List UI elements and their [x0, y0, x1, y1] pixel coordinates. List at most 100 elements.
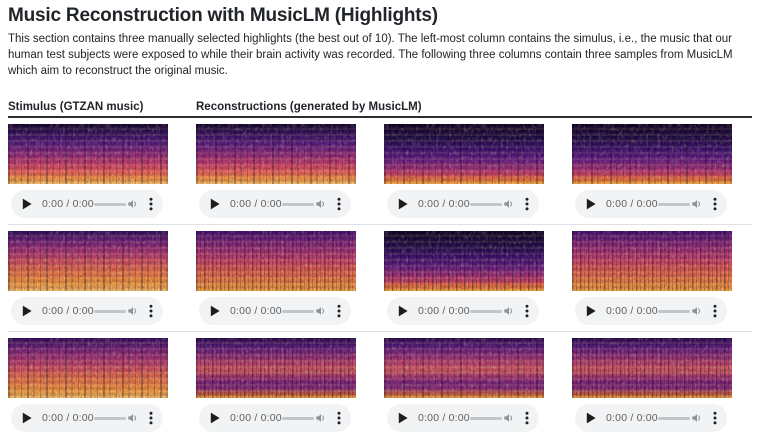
column-header-stimulus: Stimulus (GTZAN music) — [8, 101, 144, 113]
time-display: 0:00 / 0:00 — [42, 412, 94, 424]
page-description: This section contains three manually sel… — [8, 33, 733, 77]
seek-bar[interactable] — [93, 202, 126, 206]
volume-icon[interactable] — [314, 411, 328, 425]
audio-player[interactable]: 0:00 / 0:00 — [11, 404, 163, 432]
play-icon[interactable] — [22, 305, 32, 317]
seek-bar[interactable] — [469, 309, 502, 313]
play-icon[interactable] — [398, 412, 408, 424]
volume-icon[interactable] — [314, 197, 328, 211]
spectrogram-image — [196, 124, 356, 184]
spectrogram-image — [8, 231, 168, 291]
three-dot-menu-icon[interactable] — [713, 304, 717, 318]
three-dot-menu-icon[interactable] — [525, 304, 529, 318]
cell-r3-stimulus: 0:00 / 0:00 — [8, 338, 196, 432]
volume-icon[interactable] — [126, 197, 140, 211]
spectrogram-image — [572, 231, 732, 291]
three-dot-menu-icon[interactable] — [713, 197, 717, 211]
spectrogram-image — [572, 124, 732, 184]
seek-bar[interactable] — [281, 309, 314, 313]
seek-bar[interactable] — [281, 416, 314, 420]
three-dot-menu-icon[interactable] — [337, 197, 341, 211]
cell-r3-reconstruction-2: 0:00 / 0:00 — [384, 338, 572, 432]
time-display: 0:00 / 0:00 — [418, 305, 470, 317]
spectrogram-image — [572, 338, 732, 398]
volume-icon[interactable] — [502, 304, 516, 318]
seek-bar[interactable] — [657, 416, 690, 420]
cell-r3-reconstruction-1: 0:00 / 0:00 — [196, 338, 384, 432]
three-dot-menu-icon[interactable] — [149, 411, 153, 425]
cell-r2-stimulus: 0:00 / 0:00 — [8, 231, 196, 325]
table-row: 0:00 / 0:00 0:00 / 0:00 — [8, 118, 752, 225]
play-icon[interactable] — [210, 198, 220, 210]
seek-bar[interactable] — [657, 309, 690, 313]
play-icon[interactable] — [210, 412, 220, 424]
audio-player[interactable]: 0:00 / 0:00 — [199, 404, 351, 432]
seek-bar[interactable] — [469, 416, 502, 420]
audio-player[interactable]: 0:00 / 0:00 — [575, 404, 727, 432]
play-icon[interactable] — [398, 305, 408, 317]
table-header-row: Stimulus (GTZAN music) Reconstructions (… — [8, 101, 752, 118]
audio-player[interactable]: 0:00 / 0:00 — [199, 297, 351, 325]
time-display: 0:00 / 0:00 — [230, 198, 282, 210]
time-display: 0:00 / 0:00 — [606, 198, 658, 210]
time-display: 0:00 / 0:00 — [42, 305, 94, 317]
time-display: 0:00 / 0:00 — [606, 305, 658, 317]
three-dot-menu-icon[interactable] — [713, 411, 717, 425]
three-dot-menu-icon[interactable] — [525, 197, 529, 211]
audio-player[interactable]: 0:00 / 0:00 — [387, 190, 539, 218]
cell-r2-reconstruction-1: 0:00 / 0:00 — [196, 231, 384, 325]
table-row: 0:00 / 0:00 0:00 / 0:00 — [8, 225, 752, 332]
play-icon[interactable] — [586, 198, 596, 210]
results-table: Stimulus (GTZAN music) Reconstructions (… — [8, 101, 752, 438]
time-display: 0:00 / 0:00 — [230, 305, 282, 317]
time-display: 0:00 / 0:00 — [42, 198, 94, 210]
play-icon[interactable] — [586, 305, 596, 317]
volume-icon[interactable] — [126, 411, 140, 425]
audio-player[interactable]: 0:00 / 0:00 — [387, 297, 539, 325]
volume-icon[interactable] — [690, 411, 704, 425]
table-row: 0:00 / 0:00 0:00 / 0:00 — [8, 332, 752, 438]
volume-icon[interactable] — [314, 304, 328, 318]
three-dot-menu-icon[interactable] — [149, 304, 153, 318]
spectrogram-image — [8, 338, 168, 398]
audio-player[interactable]: 0:00 / 0:00 — [575, 190, 727, 218]
spectrogram-image — [384, 338, 544, 398]
volume-icon[interactable] — [126, 304, 140, 318]
volume-icon[interactable] — [502, 411, 516, 425]
seek-bar[interactable] — [469, 202, 502, 206]
time-display: 0:00 / 0:00 — [230, 412, 282, 424]
audio-player[interactable]: 0:00 / 0:00 — [575, 297, 727, 325]
audio-player[interactable]: 0:00 / 0:00 — [11, 190, 163, 218]
seek-bar[interactable] — [93, 416, 126, 420]
three-dot-menu-icon[interactable] — [337, 411, 341, 425]
time-display: 0:00 / 0:00 — [606, 412, 658, 424]
seek-bar[interactable] — [93, 309, 126, 313]
cell-r1-reconstruction-2: 0:00 / 0:00 — [384, 124, 572, 218]
column-header-reconstructions: Reconstructions (generated by MusicLM) — [196, 101, 422, 113]
audio-player[interactable]: 0:00 / 0:00 — [387, 404, 539, 432]
audio-player[interactable]: 0:00 / 0:00 — [11, 297, 163, 325]
time-display: 0:00 / 0:00 — [418, 412, 470, 424]
time-display: 0:00 / 0:00 — [418, 198, 470, 210]
three-dot-menu-icon[interactable] — [337, 304, 341, 318]
cell-r2-reconstruction-3: 0:00 / 0:00 — [572, 231, 760, 325]
play-icon[interactable] — [22, 198, 32, 210]
seek-bar[interactable] — [281, 202, 314, 206]
three-dot-menu-icon[interactable] — [149, 197, 153, 211]
three-dot-menu-icon[interactable] — [525, 411, 529, 425]
cell-r2-reconstruction-2: 0:00 / 0:00 — [384, 231, 572, 325]
spectrogram-image — [196, 338, 356, 398]
play-icon[interactable] — [586, 412, 596, 424]
spectrogram-image — [384, 124, 544, 184]
spectrogram-image — [8, 124, 168, 184]
cell-r1-reconstruction-3: 0:00 / 0:00 — [572, 124, 760, 218]
play-icon[interactable] — [398, 198, 408, 210]
seek-bar[interactable] — [657, 202, 690, 206]
volume-icon[interactable] — [690, 197, 704, 211]
spectrogram-image — [196, 231, 356, 291]
volume-icon[interactable] — [502, 197, 516, 211]
play-icon[interactable] — [22, 412, 32, 424]
audio-player[interactable]: 0:00 / 0:00 — [199, 190, 351, 218]
play-icon[interactable] — [210, 305, 220, 317]
volume-icon[interactable] — [690, 304, 704, 318]
